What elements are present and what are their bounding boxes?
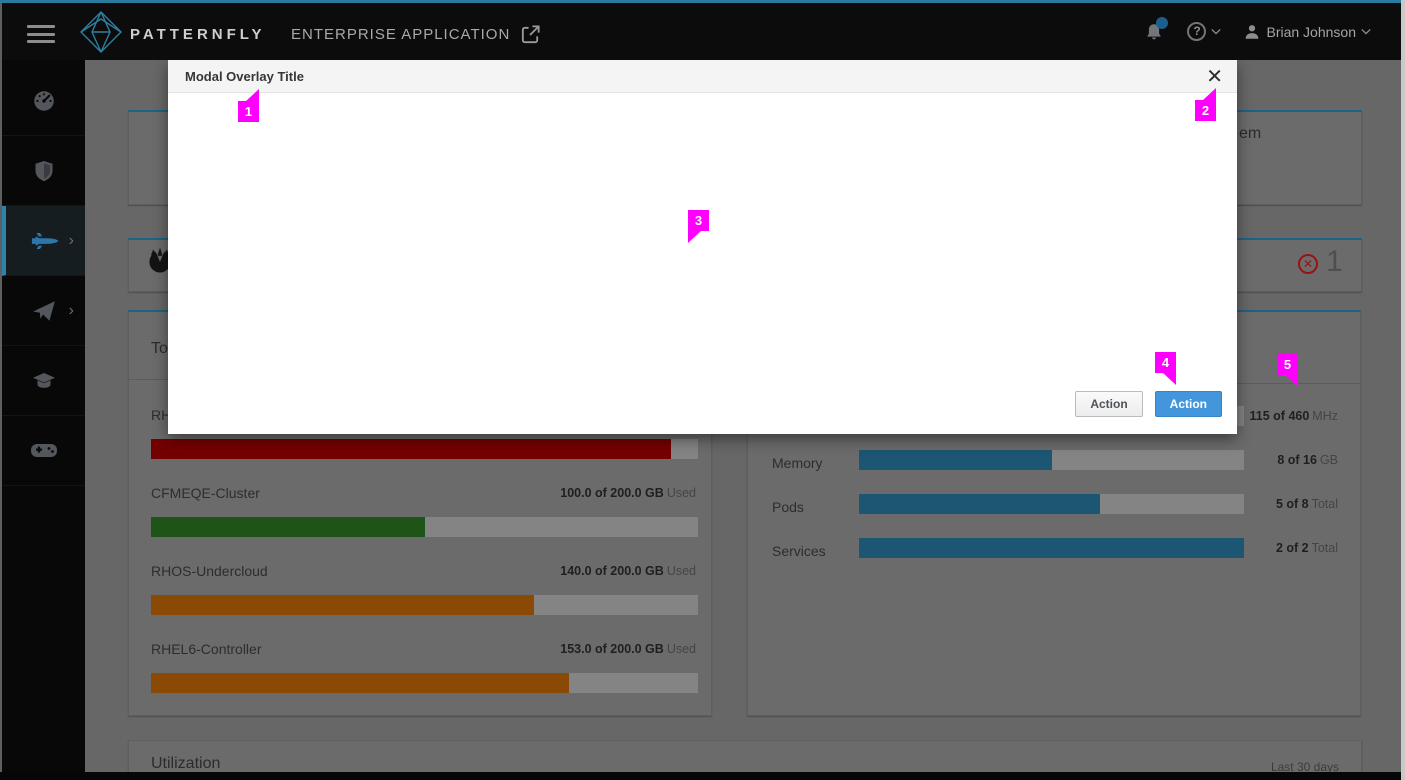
chevron-right-icon: › [68, 231, 74, 249]
graduation-cap-icon [32, 372, 55, 388]
cluster-row-value: 153.0 of 200.0 GB Used [560, 642, 696, 656]
notification-dot [1156, 16, 1169, 29]
clusters-card-title: To [151, 340, 168, 357]
question-circle-icon: ? [1187, 22, 1207, 41]
close-icon[interactable]: ✕ [1206, 66, 1223, 88]
utilization-card-title: Utilization [151, 755, 221, 772]
cluster-row-label: CFMEQE-Cluster [151, 485, 260, 501]
error-count: 1 [1326, 245, 1343, 278]
sidebar-item-games[interactable] [2, 416, 85, 486]
annotation-marker-2: 2 [1195, 88, 1216, 121]
top-card-text-fragment: em [1239, 125, 1262, 142]
progress-bar [151, 595, 698, 615]
external-link-icon[interactable] [519, 23, 542, 46]
shield-icon [35, 160, 52, 181]
user-icon [1246, 24, 1259, 39]
cluster-row-value: 140.0 of 200.0 GB Used [560, 564, 696, 578]
modal-header: Modal Overlay Title ✕ [168, 60, 1237, 93]
rebel-icon [149, 247, 171, 273]
progress-bar [859, 494, 1244, 514]
top-navbar: PATTERNFLY ENTERPRISE APPLICATION ? [2, 3, 1401, 60]
notifications-button[interactable] [1143, 16, 1169, 44]
error-circle-icon: ✕ [1298, 254, 1318, 274]
resource-row-value: 8 of 16 GB [1277, 453, 1338, 467]
cluster-row-label: RHOS-Undercloud [151, 563, 268, 579]
sidebar-item-shuttle[interactable]: › [2, 206, 85, 276]
annotation-marker-1: 1 [238, 89, 259, 122]
primary-action-button[interactable]: Action [1154, 391, 1222, 417]
paper-plane-icon [32, 300, 55, 321]
user-menu[interactable]: Brian Johnson [1243, 23, 1371, 41]
resource-row-label: Pods [772, 499, 804, 515]
progress-bar [859, 538, 1244, 558]
patternfly-logo[interactable] [78, 9, 124, 55]
progress-bar [151, 673, 698, 693]
modal-dialog: Modal Overlay Title ✕ Action Action [168, 60, 1237, 434]
sidebar-item-learning[interactable] [2, 346, 85, 416]
cluster-row-label: RH [151, 407, 172, 423]
chevron-right-icon: › [68, 301, 74, 319]
resource-row-label: Services [772, 543, 826, 559]
progress-bar [151, 517, 698, 537]
resource-row-value: 115 of 460 MHz [1249, 409, 1338, 423]
sidebar-item-shield[interactable] [2, 136, 85, 206]
user-name: Brian Johnson [1266, 23, 1356, 40]
cluster-row-label: RHEL6-Controller [151, 641, 262, 657]
annotation-marker-5: 5 [1277, 354, 1298, 387]
cluster-row-value: 100.0 of 200.0 GB Used [560, 486, 696, 500]
annotation-marker-3: 3 [688, 210, 709, 243]
window-right-edge [1401, 0, 1405, 780]
sidebar-item-send[interactable]: › [2, 276, 85, 346]
dashboard-icon [33, 90, 54, 111]
secondary-action-button[interactable]: Action [1075, 391, 1143, 417]
brand-subtitle: ENTERPRISE APPLICATION [291, 26, 511, 43]
chevron-down-icon [1211, 28, 1222, 35]
utilization-card-range: Last 30 days [1270, 760, 1339, 774]
resource-row-label: Memory [772, 455, 823, 471]
space-shuttle-icon [31, 232, 58, 249]
progress-bar [859, 450, 1244, 470]
modal-footer: Action Action [1075, 391, 1222, 417]
window-bottom-edge [0, 772, 1401, 780]
help-menu[interactable]: ? [1187, 22, 1222, 41]
resource-row-value: 5 of 8 Total [1275, 497, 1338, 511]
modal-title: Modal Overlay Title [185, 69, 304, 84]
sidebar-nav: › › [2, 60, 85, 772]
hamburger-icon[interactable] [27, 25, 55, 43]
navbar-top-accent [0, 0, 1401, 3]
resource-row-value: 2 of 2 Total [1275, 541, 1338, 555]
window-left-edge [0, 3, 2, 772]
sidebar-item-dashboard[interactable] [2, 66, 85, 136]
gamepad-icon [30, 443, 57, 457]
chevron-down-icon [1361, 28, 1371, 35]
progress-bar [151, 439, 698, 459]
annotation-marker-4: 4 [1155, 352, 1176, 385]
brand-name: PATTERNFLY [130, 26, 266, 43]
